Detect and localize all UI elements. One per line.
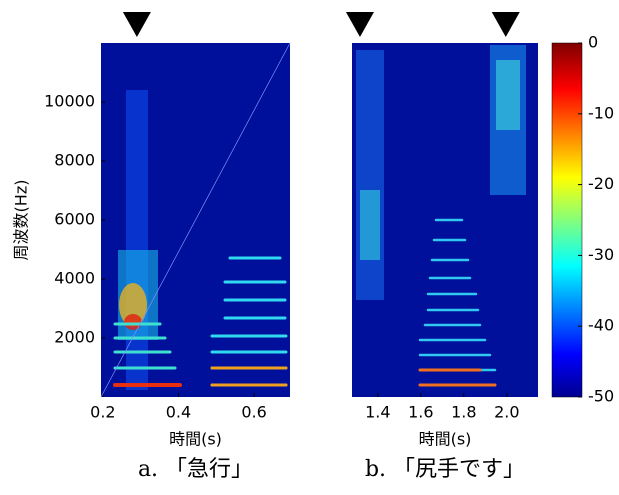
x-tick-label: 1.4 xyxy=(365,403,390,422)
x-tick-label: 0.2 xyxy=(90,403,115,422)
marker-triangle xyxy=(122,12,151,37)
y-tick-label: 6000 xyxy=(54,210,95,229)
x-tick-label: 0.6 xyxy=(241,403,266,422)
spectrogram-texture-a xyxy=(100,42,291,398)
colorbar-tick-label: -40 xyxy=(588,316,614,335)
marker-triangle xyxy=(345,12,374,37)
colorbar-tick-label: -20 xyxy=(588,174,614,193)
y-tick-label: 2000 xyxy=(54,328,95,347)
caption: a. 「急行」 xyxy=(138,457,253,482)
colorbar-tick-label: -10 xyxy=(588,103,614,122)
caption: b. 「尻手です」 xyxy=(365,457,525,482)
y-tick-label: 4000 xyxy=(54,269,95,288)
colorbar-tick-label: -30 xyxy=(588,245,614,264)
y-tick-label: 8000 xyxy=(54,151,95,170)
marker-triangle xyxy=(491,12,520,37)
x-axis-label: 時間(s) xyxy=(169,430,222,449)
colorbar-tick-label: 0 xyxy=(588,33,598,52)
spectrogram-texture-b xyxy=(356,45,526,387)
x-tick-label: 1.6 xyxy=(408,403,433,422)
colorbar xyxy=(551,42,583,398)
colorbar-tick-label: -50 xyxy=(588,387,614,406)
y-axis-label: 周波数(Hz) xyxy=(12,180,31,261)
x-axis-label: 時間(s) xyxy=(419,430,472,449)
x-tick-label: 0.4 xyxy=(166,403,191,422)
y-tick-label: 10000 xyxy=(44,92,95,111)
x-tick-label: 2.0 xyxy=(494,403,519,422)
x-tick-label: 1.8 xyxy=(451,403,476,422)
